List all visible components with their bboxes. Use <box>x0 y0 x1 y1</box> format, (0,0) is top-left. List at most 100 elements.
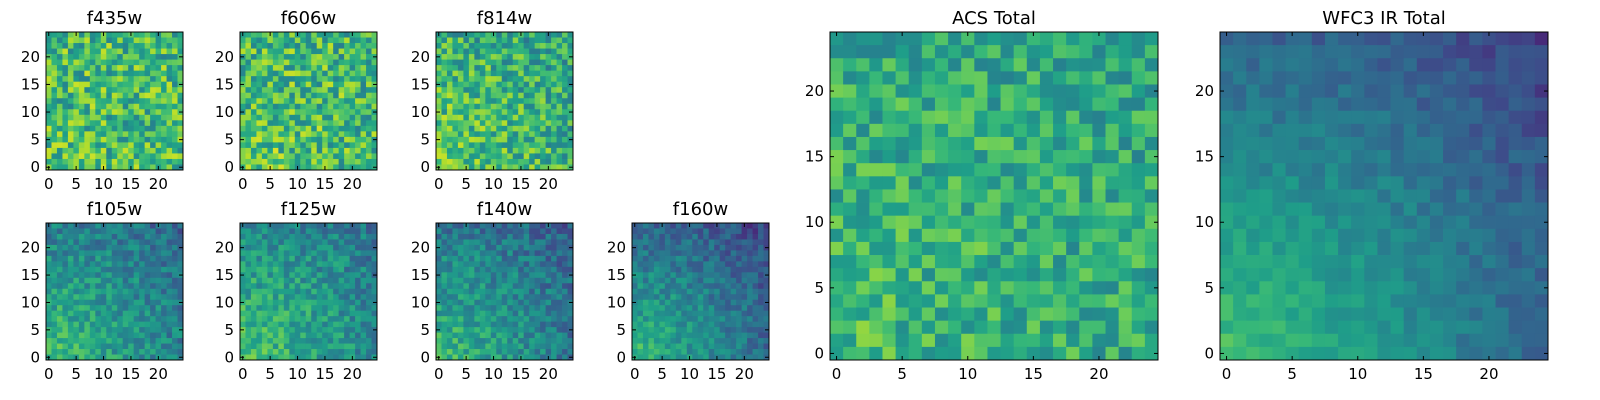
heatmap-cell <box>664 255 671 262</box>
heatmap-cell <box>172 125 178 132</box>
heatmap-cell <box>1053 176 1067 190</box>
heatmap-cell <box>534 147 541 154</box>
heatmap-cell <box>562 65 568 72</box>
heatmap-cell <box>1144 215 1159 230</box>
heatmap-cell <box>338 98 345 105</box>
heatmap-cell <box>250 255 257 262</box>
heatmap-cell <box>294 277 301 284</box>
heatmap-cell <box>283 87 290 94</box>
heatmap-cell <box>111 244 118 251</box>
heatmap-cell <box>316 288 323 295</box>
heatmap-cell <box>697 332 704 339</box>
heatmap-cell <box>272 43 279 49</box>
heatmap-cell <box>240 65 246 72</box>
heatmap-cell <box>349 321 356 328</box>
heatmap-cell <box>245 261 252 268</box>
heatmap-cell <box>540 98 546 105</box>
heatmap-cell <box>327 321 334 328</box>
heatmap-cell <box>133 131 140 138</box>
heatmap-cell <box>89 239 96 246</box>
heatmap-cell <box>256 277 263 284</box>
heatmap-cell <box>675 266 682 273</box>
heatmap-cell <box>122 142 129 149</box>
heatmap-cell <box>741 255 748 262</box>
heatmap-cell <box>446 120 453 127</box>
heatmap-cell <box>73 299 80 306</box>
heatmap-cell <box>446 131 453 138</box>
heatmap-cell <box>490 255 497 262</box>
heatmap-cell <box>830 150 844 164</box>
heatmap-cell <box>485 147 492 154</box>
heatmap-cell <box>747 250 753 257</box>
heatmap-cell <box>681 299 688 306</box>
heatmap-cell <box>670 305 677 312</box>
heatmap-cell <box>725 343 732 350</box>
heatmap-cell <box>948 123 962 138</box>
heatmap-cell <box>534 305 541 312</box>
heatmap-cell <box>446 76 453 83</box>
heatmap-cell <box>322 327 329 333</box>
heatmap-cell <box>338 310 345 317</box>
heatmap-cell <box>719 332 726 339</box>
heatmap-cell <box>62 65 69 72</box>
heatmap-cell <box>117 327 124 333</box>
heatmap-cell <box>89 43 96 49</box>
heatmap-cell <box>758 233 764 240</box>
heatmap-cell <box>1053 189 1067 203</box>
heatmap-cell <box>300 272 307 279</box>
heatmap-cell <box>457 131 464 138</box>
heatmap-cell <box>479 272 486 279</box>
heatmap-cell <box>278 136 285 143</box>
heatmap-cell <box>468 272 475 279</box>
heatmap-cell <box>300 120 307 127</box>
heatmap-cell <box>1079 136 1093 151</box>
heatmap-cell <box>128 266 135 273</box>
heatmap-cell <box>172 305 178 312</box>
heatmap-cell <box>452 250 459 257</box>
heatmap-cell <box>333 54 340 60</box>
heatmap-cell <box>474 76 481 83</box>
heatmap-cell <box>529 43 536 49</box>
heatmap-cell <box>172 54 178 60</box>
axes-frame-f140w <box>435 222 574 361</box>
heatmap-cell <box>518 305 525 312</box>
heatmap-cell <box>452 136 459 143</box>
heatmap-cell <box>1000 189 1015 203</box>
heatmap-cell <box>567 125 574 132</box>
heatmap-cell <box>452 261 459 268</box>
heatmap-cell <box>534 109 541 116</box>
heatmap-cell <box>921 163 936 177</box>
heatmap-cell <box>752 283 759 290</box>
heatmap-cell <box>719 250 726 257</box>
heatmap-cell <box>327 158 334 165</box>
heatmap-cell <box>1013 189 1028 203</box>
heatmap-cell <box>316 338 323 344</box>
heatmap-cell <box>659 299 666 306</box>
heatmap-cell <box>446 277 453 284</box>
heatmap-cell <box>289 294 296 301</box>
heatmap-cell <box>529 114 536 121</box>
heatmap-cell <box>659 288 666 295</box>
heatmap-cell <box>446 244 453 251</box>
heatmap-cell <box>250 305 257 312</box>
heatmap-cell <box>659 310 666 317</box>
heatmap-cell <box>305 131 312 138</box>
heatmap-cell <box>529 228 536 235</box>
heatmap-cell <box>637 250 644 257</box>
heatmap-cell <box>752 321 759 328</box>
heatmap-cell <box>305 32 312 38</box>
heatmap-cell <box>1066 176 1080 190</box>
heatmap-cell <box>150 310 156 317</box>
heatmap-cell <box>278 147 285 154</box>
heatmap-cell <box>730 327 737 333</box>
heatmap-cell <box>139 299 146 306</box>
heatmap-cell <box>692 255 699 262</box>
heatmap-cells-f160w <box>632 223 770 361</box>
heatmap-cell <box>545 120 552 127</box>
heatmap-cell <box>128 54 135 60</box>
heatmap-cell <box>479 147 486 154</box>
heatmap-cell <box>166 266 173 273</box>
heatmap-cell <box>111 125 118 132</box>
heatmap-cell <box>518 153 525 160</box>
heatmap-cell <box>133 109 140 116</box>
